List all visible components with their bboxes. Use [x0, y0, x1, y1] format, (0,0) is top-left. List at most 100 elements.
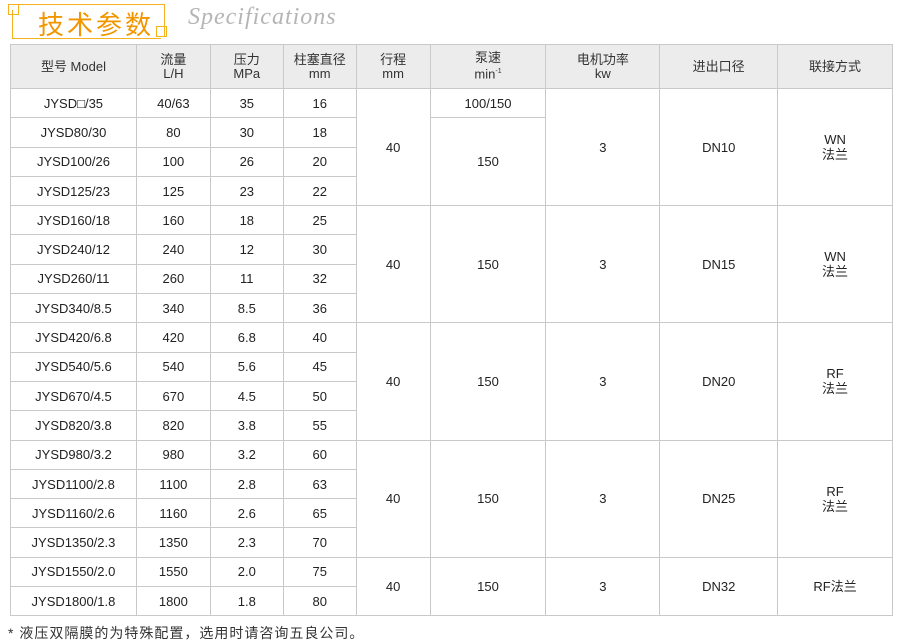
header-unit: MPa: [233, 65, 261, 81]
header-label: 行程: [380, 51, 407, 67]
cell: 980: [135, 439, 211, 470]
cell: 30: [209, 117, 284, 148]
cell: 6.8: [209, 322, 284, 353]
cell: 1160: [135, 498, 211, 529]
cell: 45: [282, 351, 357, 382]
table-row: JYSD1550/2.0 1550 2.0 75 40 150 3 DN32 RF法兰: [10, 556, 893, 617]
column-header: 泵速 min-1: [429, 44, 547, 89]
footnote: * 液压双隔膜的为特殊配置，选用时请咨询五良公司。: [8, 625, 365, 641]
cell: 11: [209, 263, 284, 295]
cell: 3.2: [209, 439, 284, 470]
cell: JYSD1160/2.6: [10, 498, 137, 529]
stroke-cell: 40: [355, 205, 431, 324]
column-header: 压力 MPa: [209, 44, 284, 89]
title-frame: [14, 4, 165, 37]
column-header: 电机功率 kw: [545, 44, 661, 89]
cell: 1550: [135, 556, 211, 588]
table-row: JYSD80/30 80 30 18 150: [10, 117, 893, 207]
frame-knot-ornament: [156, 26, 167, 37]
cell: 240: [135, 234, 211, 265]
cell: 20: [282, 146, 357, 177]
section-title: 技术参数: [8, 2, 168, 41]
cell: JYSD□/35: [10, 87, 137, 119]
connection-type: RF: [826, 366, 844, 382]
cell: 30: [282, 234, 357, 265]
cell: 80: [135, 117, 211, 148]
cell: 22: [282, 175, 357, 207]
cell: JYSD820/3.8: [10, 410, 137, 441]
header-label: 进出口径: [692, 58, 745, 74]
table-row: JYSD1160/2.6 1160 2.6 65: [10, 498, 893, 529]
table-row: JYSD125/23 125 23 22: [10, 175, 893, 207]
cell: 55: [282, 410, 357, 441]
cell: 16: [282, 87, 357, 119]
cell: 1800: [135, 586, 211, 617]
cell: 75: [282, 556, 357, 588]
header-label: 压力: [233, 51, 260, 67]
table-row: JYSD1100/2.8 1100 2.8 63: [10, 468, 893, 500]
cell: 820: [135, 410, 211, 441]
header-label: 泵速: [474, 50, 501, 66]
connection-flange: 法兰: [822, 498, 849, 514]
frame-knot-ornament: [8, 4, 19, 15]
cell: 4.5: [209, 380, 284, 412]
header-label: 型号 Model: [40, 58, 106, 74]
cell: 40: [282, 322, 357, 353]
table-row: JYSD260/11 260 11 32: [10, 263, 893, 295]
cell: JYSD1100/2.8: [10, 468, 137, 500]
table-row: JYSD420/6.8 420 6.8 40 40 150 3 DN20 RF 法兰: [10, 322, 893, 441]
table-row: JYSD1350/2.3 1350 2.3 70: [10, 527, 893, 558]
cell: 70: [282, 527, 357, 558]
cell: 63: [282, 468, 357, 500]
cell: 60: [282, 439, 357, 470]
port-cell: DN25: [659, 439, 779, 558]
cell: JYSD540/5.6: [10, 351, 137, 382]
cell: 80: [282, 586, 357, 617]
cell: JYSD125/23: [10, 175, 137, 207]
cell: 40/63: [135, 87, 211, 119]
cell: JYSD1550/2.0: [10, 556, 137, 588]
stroke-cell: 40: [355, 87, 431, 207]
port-cell: DN15: [659, 205, 779, 324]
connection-cell: RF法兰: [777, 556, 893, 617]
connection-flange: 法兰: [822, 381, 849, 397]
table-row: JYSD670/4.5 670 4.5 50: [10, 380, 893, 412]
cell: 670: [135, 380, 211, 412]
column-header: 柱塞直径 mm: [282, 44, 357, 89]
connection-type: RF法兰: [813, 579, 857, 595]
header-unit: mm: [382, 65, 404, 81]
title-cn: 技术参数: [38, 11, 155, 41]
cell: JYSD160/18: [10, 205, 137, 236]
header-unit: L/H: [163, 65, 184, 81]
port-cell: DN10: [659, 87, 779, 207]
cell: JYSD240/12: [10, 234, 137, 265]
cell: 2.8: [209, 468, 284, 500]
speed-cell: 150: [429, 439, 547, 558]
power-cell: 3: [545, 322, 661, 441]
header-label: 柱塞直径: [293, 51, 346, 67]
connection-cell: WN 法兰: [777, 205, 893, 324]
cell: 1.8: [209, 586, 284, 617]
table-row: JYSD160/18 160 18 25 40 150 3 DN15 WN 法兰: [10, 205, 893, 324]
connection-type: WN: [824, 249, 846, 265]
cell: JYSD670/4.5: [10, 380, 137, 412]
cell: JYSD1350/2.3: [10, 527, 137, 558]
cell: 160: [135, 205, 211, 236]
cell: 125: [135, 175, 211, 207]
speed-cell: 150: [429, 322, 547, 441]
cell: 26: [209, 146, 284, 177]
connection-type: WN: [824, 132, 846, 148]
power-cell: 3: [545, 205, 661, 324]
header-label: 电机功率: [576, 51, 629, 67]
header-unit: mm: [308, 65, 331, 81]
cell: 1100: [135, 468, 211, 500]
header-label: 联接方式: [809, 58, 862, 74]
cell: 540: [135, 351, 211, 382]
connection-cell: WN 法兰: [777, 87, 893, 207]
stroke-cell: 40: [355, 322, 431, 441]
table-header: 型号 Model 流量 L/H 压力 MPa 柱塞直径 mm 行程 mm 泵速 min-1 电机功率 k…: [10, 44, 893, 89]
cell: 18: [282, 117, 357, 148]
table-row: JYSD100/26 100 26 20: [10, 146, 893, 177]
stroke-cell: 40: [355, 439, 431, 558]
